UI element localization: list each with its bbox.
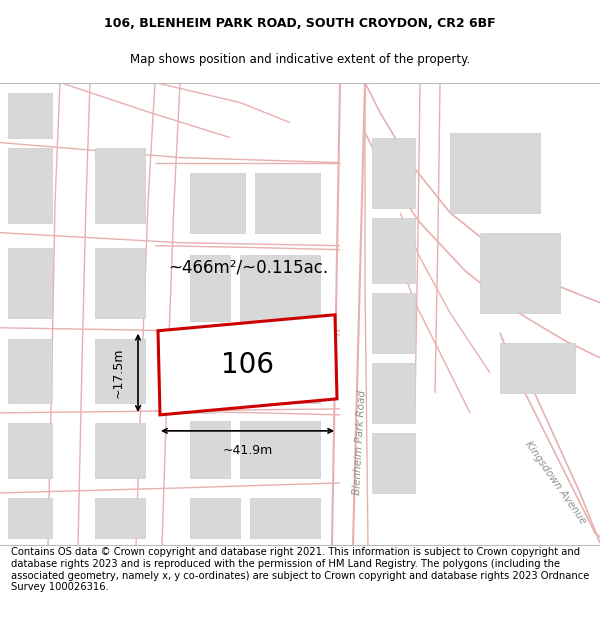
Text: ~41.9m: ~41.9m — [223, 444, 272, 458]
Text: Map shows position and indicative extent of the property.: Map shows position and indicative extent… — [130, 53, 470, 66]
Polygon shape — [8, 148, 52, 222]
Polygon shape — [95, 498, 145, 538]
Polygon shape — [372, 217, 415, 282]
Polygon shape — [372, 362, 415, 423]
Polygon shape — [450, 132, 540, 212]
Polygon shape — [175, 352, 215, 413]
Polygon shape — [190, 173, 245, 232]
Polygon shape — [8, 339, 52, 403]
Polygon shape — [255, 173, 320, 232]
Polygon shape — [190, 254, 230, 321]
Polygon shape — [95, 423, 145, 478]
Polygon shape — [372, 138, 415, 208]
Polygon shape — [95, 339, 145, 403]
Text: Contains OS data © Crown copyright and database right 2021. This information is : Contains OS data © Crown copyright and d… — [11, 548, 589, 592]
Polygon shape — [258, 341, 320, 403]
Text: 106: 106 — [221, 351, 275, 379]
Polygon shape — [190, 498, 240, 538]
Text: ~466m²/~0.115ac.: ~466m²/~0.115ac. — [168, 259, 328, 277]
Text: Blenheim Park Road: Blenheim Park Road — [352, 390, 368, 496]
Text: 106, BLENHEIM PARK ROAD, SOUTH CROYDON, CR2 6BF: 106, BLENHEIM PARK ROAD, SOUTH CROYDON, … — [104, 17, 496, 29]
Polygon shape — [8, 498, 52, 538]
Polygon shape — [240, 421, 320, 478]
Polygon shape — [250, 498, 320, 538]
Polygon shape — [8, 248, 52, 318]
Polygon shape — [480, 232, 560, 312]
Polygon shape — [190, 421, 230, 478]
Polygon shape — [240, 254, 320, 321]
Polygon shape — [372, 292, 415, 352]
Polygon shape — [8, 423, 52, 478]
Polygon shape — [95, 248, 145, 318]
Text: ~17.5m: ~17.5m — [112, 348, 125, 398]
Polygon shape — [8, 92, 52, 138]
Polygon shape — [190, 341, 250, 403]
Polygon shape — [158, 315, 337, 415]
Polygon shape — [95, 148, 145, 222]
Text: Kingsdown Avenue: Kingsdown Avenue — [523, 439, 587, 526]
Polygon shape — [372, 433, 415, 493]
Polygon shape — [500, 342, 575, 393]
